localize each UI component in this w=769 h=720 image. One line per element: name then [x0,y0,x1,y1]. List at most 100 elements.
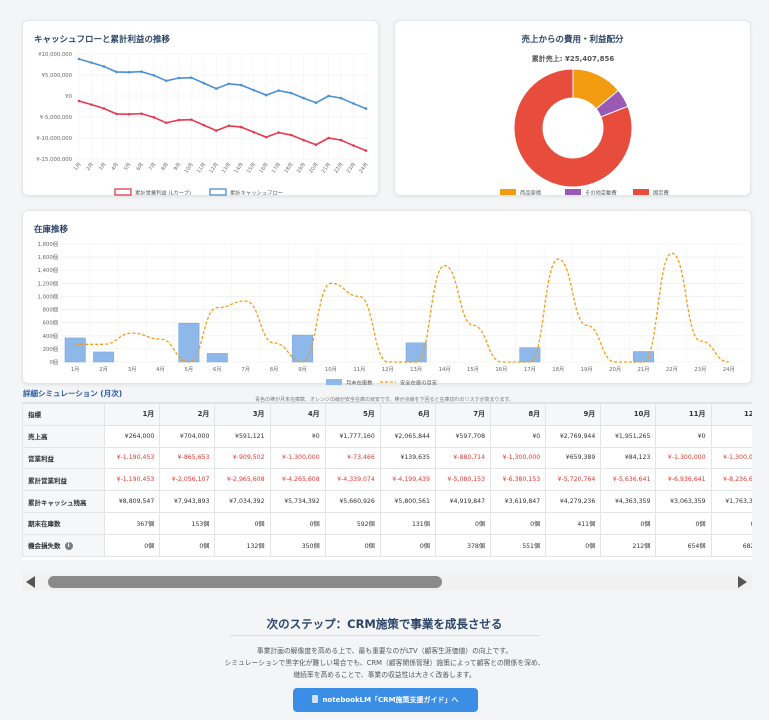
y-tick-label: 800個 [43,306,58,314]
data-point [339,96,343,100]
next-step-line: シミュレーションで黒字化が難しい場合でも、CRM（顧客関係管理）施策によって顧客… [224,659,545,667]
simulation-table: 指標1月2月3月4月5月6月7月8月9月10月11月12月13月14月 売上高¥… [22,403,752,557]
y-tick-label: 1,600個 [38,253,58,261]
table-cell: ¥-4,199,439 [379,468,436,492]
data-point [102,65,106,68]
x-tick-label: 3月 [98,162,108,172]
table-row: 機会損失数 i 0個 0個 132個 350個 0個 0個 378個 551個 0個 212個 654個… [22,533,752,557]
x-tick-label: 6月 [213,366,222,373]
x-tick-label: 23月 [694,366,706,373]
table-cell: ¥-5,720,764 [545,468,602,492]
y-tick-label: ¥5,000,000 [42,73,73,79]
x-tick-label: 21月 [321,162,332,175]
table-cell: 654個 [655,533,712,557]
column-header-month: 12月 [710,403,752,426]
legend-label: 固定費 [653,189,669,197]
x-tick-label: 5月 [123,162,133,172]
table-cell: ¥-5,636,641 [600,468,657,492]
table-cell: ¥-6,936,641 [655,468,712,492]
table-cell: ¥2,769,944 [545,424,602,448]
cashflow-chart-title: キャッシュフローと累計利益の推移 [34,35,171,45]
x-tick-label: 22月 [666,366,678,373]
data-point [214,87,218,90]
x-tick-label: 11月 [353,366,365,373]
data-point [190,76,193,79]
table-cell: 0個 [214,511,271,535]
table-cell: ¥-73,466 [324,446,381,470]
table-cell: 682個 [710,533,752,557]
y-tick-label: ¥10,000,000 [38,52,72,58]
inventory-bar [64,337,86,363]
table-cell: 0個 [434,511,492,535]
table-cell: ¥1,763,359 [710,490,752,513]
column-header-month: 3月 [214,403,271,426]
x-tick-label: 17月 [524,366,536,373]
x-tick-label: 16月 [495,366,507,373]
data-point [90,61,93,64]
data-point [352,102,355,105]
next-step-description: 事業計画の解像度を高める上で、最も重要なのがLTV（顧客生涯価値）の向上です。 … [0,645,769,681]
x-tick-label: 12月 [382,366,394,373]
table-cell: 378個 [434,533,492,557]
data-point [190,118,193,121]
x-tick-label: 8月 [270,366,279,373]
data-point [77,57,81,61]
scroll-left-arrow-icon[interactable] [26,576,35,588]
legend-swatch [500,189,516,195]
scroll-right-arrow-icon[interactable] [738,576,747,588]
data-point [289,133,293,137]
x-tick-label: 5月 [185,366,194,373]
data-point [239,125,243,129]
y-tick-label: 0個 [49,358,58,366]
data-point [227,124,231,128]
x-tick-label: 16月 [258,162,269,175]
legend-label: 累計営業利益 (Lカーブ) [135,189,191,197]
book-icon [312,695,319,703]
table-cell: ¥591,121 [214,424,271,448]
crm-guide-button[interactable]: notebookLM「CRM施策支援ガイド」へ [293,688,478,712]
simulation-table-container[interactable]: 指標1月2月3月4月5月6月7月8月9月10月11月12月13月14月 売上高¥… [22,402,752,560]
data-point [177,118,181,122]
table-cell: 350個 [269,533,326,557]
table-cell: ¥-1,190,453 [104,468,161,492]
column-header-month: 6月 [379,403,436,426]
data-point [314,143,318,147]
legend-swatch [633,189,649,195]
data-point [152,116,156,119]
column-header-month: 11月 [655,403,712,426]
inventory-note: 青色の棒が月末在庫数、オレンジの線が安全在庫の目安です。棒が点線を下回ると在庫切… [254,397,514,403]
cashflow-chart-card: キャッシュフローと累計利益の推移 ¥10,000,000 ¥5,000,000 ¥0… [22,20,379,197]
table-cell: ¥-1,300,000 [269,446,326,470]
column-header-month: 2月 [159,403,216,426]
table-cell: ¥1,951,265 [600,424,657,448]
table-cell: 0個 [655,511,712,535]
legend-label: その他変動費 [585,189,617,197]
data-point [277,131,280,134]
data-point [127,70,131,74]
data-point [364,107,368,110]
inventory-chart: 1,800個 1,600個 1,400個 1,200個 1,000個 800個 600個 40… [38,240,743,385]
table-row: 期末在庫数367個153個0個0個592個131個0個0個411個0個0個0個2… [22,511,752,535]
x-tick-label: 11月 [196,162,207,175]
data-point [264,93,268,97]
table-cell: ¥-909,502 [214,446,271,470]
horizontal-scrollbar[interactable] [22,573,752,591]
column-header-month: 7月 [434,403,492,426]
y-tick-label: ¥0 [65,94,72,100]
data-point [252,130,255,134]
table-cell: 0個 [104,533,161,557]
table-cell: ¥2,065,844 [379,424,436,448]
table-cell: ¥659,389 [545,446,602,470]
inventory-chart-title: 在庫推移 [34,225,69,235]
info-icon[interactable]: i [64,542,73,551]
table-cell: 411個 [545,511,602,535]
allocation-chart-card: 売上からの費用・利益配分 累計売上: ¥25,407,856 商品原価 その他変動費… [394,20,751,197]
table-cell: 0個 [159,533,216,557]
row-label: 累計キャッシュ残高 [22,490,106,513]
crm-guide-button-label: notebookLM「CRM施策支援ガイド」へ [322,696,459,704]
x-tick-label: 12月 [208,162,219,175]
scrollbar-thumb[interactable] [48,576,442,588]
data-point [177,76,181,80]
legend-label: 商品原価 [520,189,542,197]
x-tick-label: 9月 [298,366,307,373]
